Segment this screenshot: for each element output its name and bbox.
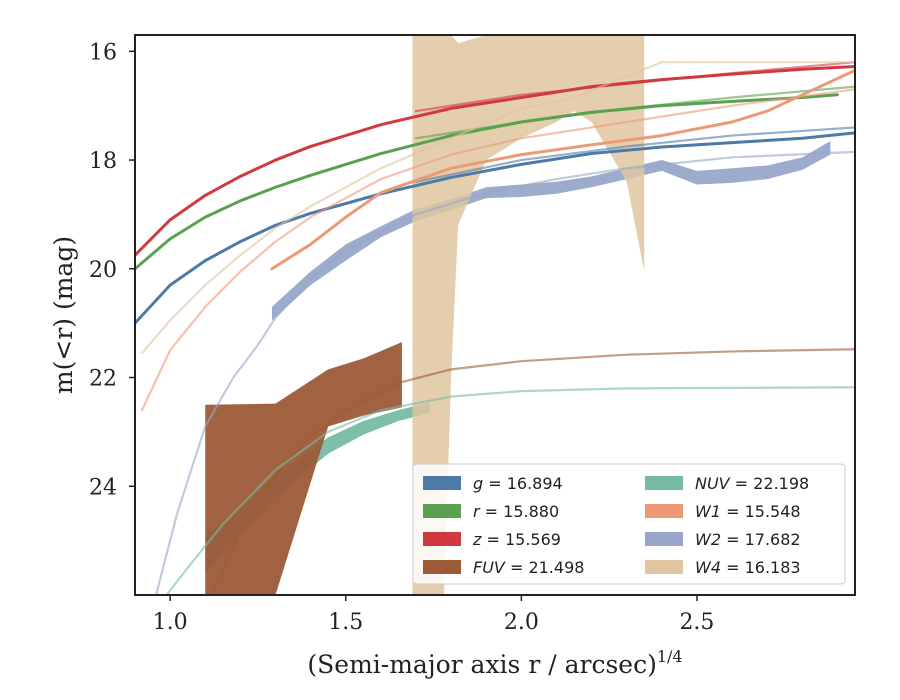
legend-label: W1 = 15.548 [695, 502, 801, 521]
series-line-8 [270, 68, 855, 271]
y-tick-label: 16 [89, 40, 117, 65]
series-line-5 [414, 61, 855, 113]
plot-frame [134, 34, 856, 596]
legend-label: FUV = 21.498 [473, 558, 584, 577]
legend-label: r = 15.880 [473, 502, 559, 521]
legend-swatch [645, 532, 683, 546]
legend-swatch [423, 532, 461, 546]
series-line-10 [154, 150, 855, 595]
legend-label: g = 16.894 [473, 474, 563, 493]
legend-box [412, 463, 846, 585]
band-2 [205, 342, 402, 595]
ticks-layer: 1.0 1.5 2.0 2.5 16 18 20 22 24 [89, 40, 714, 635]
legend: g = 16.894 r = 15.880 z = 15.569 FUV = 21.4… [412, 463, 846, 585]
legend-label: z = 15.569 [472, 530, 561, 549]
lines-layer [135, 61, 855, 595]
x-axis-label-main: (Semi-major axis r / arcsec) [307, 650, 656, 679]
band-0 [271, 141, 831, 321]
legend-swatch [423, 560, 461, 574]
y-tick-label: 24 [89, 475, 117, 500]
series-line-7 [165, 386, 855, 595]
legend-swatch [645, 560, 683, 574]
series-line-6 [211, 348, 855, 595]
series-line-3 [414, 85, 855, 140]
series-line-0 [135, 131, 855, 325]
y-tick-label: 20 [89, 258, 117, 283]
series-line-11 [140, 61, 855, 355]
legend-label: W4 = 16.183 [695, 558, 801, 577]
x-tick-label: 2.0 [504, 610, 539, 635]
series-line-2 [135, 93, 839, 271]
y-axis-label: m(<r) (mag) [49, 236, 78, 394]
x-axis-label-superscript: 1/4 [657, 647, 683, 666]
legend-swatch [423, 504, 461, 518]
x-tick-label: 1.0 [153, 610, 188, 635]
x-tick-label: 1.5 [328, 610, 363, 635]
x-tick-label: 2.5 [679, 610, 714, 635]
legend-label: NUV = 22.198 [695, 474, 809, 493]
legend-label: W2 = 17.682 [695, 530, 801, 549]
legend-swatch [423, 476, 461, 490]
x-axis-label: (Semi-major axis r / arcsec)1/4 [307, 647, 682, 679]
legend-swatch [645, 476, 683, 490]
y-tick-label: 18 [89, 149, 117, 174]
legend-swatch [645, 504, 683, 518]
y-tick-label: 22 [89, 367, 117, 392]
series-line-1 [414, 126, 855, 183]
series-line-9 [140, 88, 855, 412]
